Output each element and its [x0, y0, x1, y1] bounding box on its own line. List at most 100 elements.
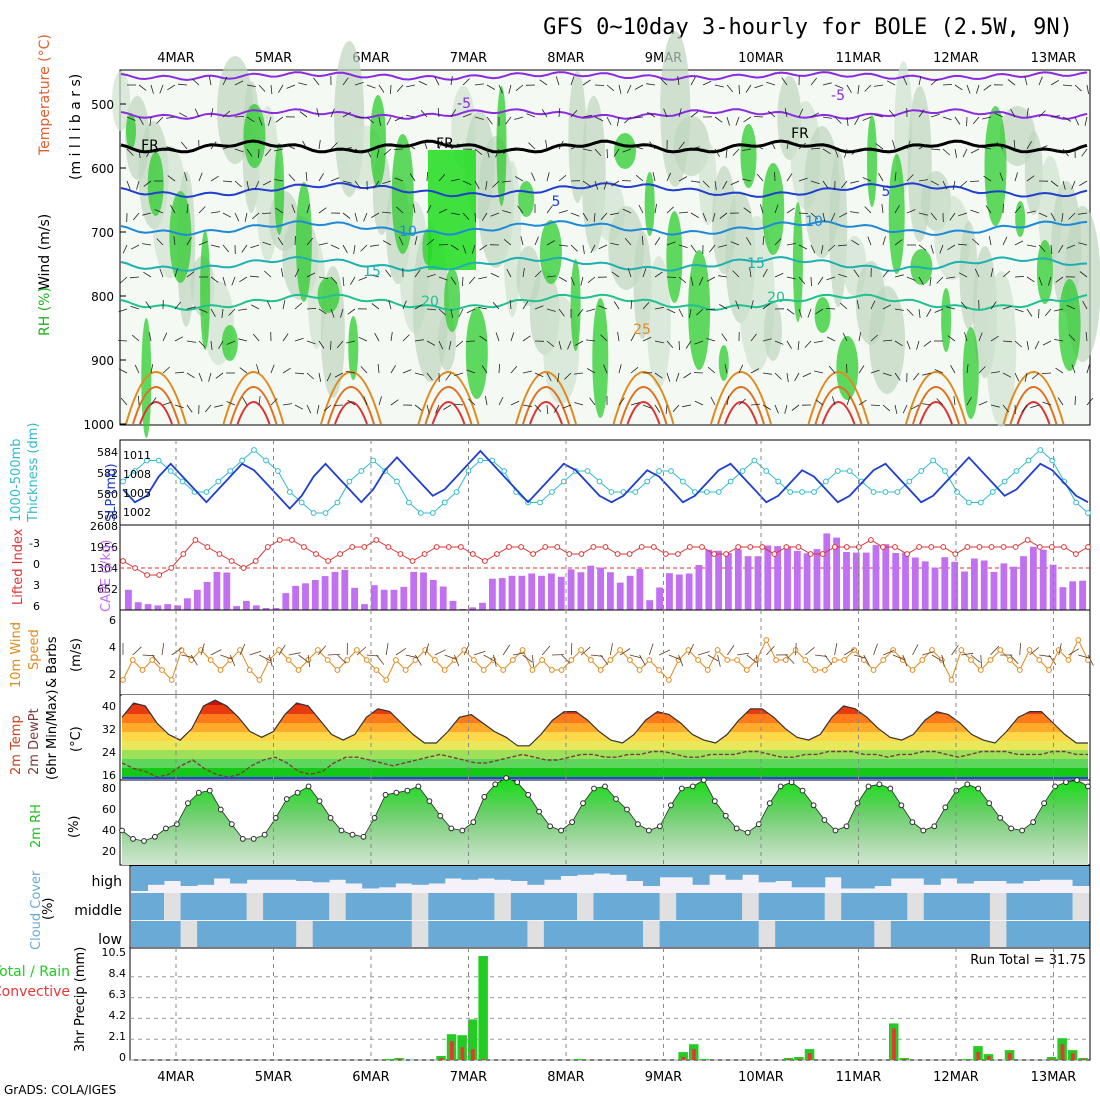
slp-tick: 1011 [123, 449, 151, 462]
rh-line-point [711, 798, 718, 804]
wind-barb [277, 237, 284, 246]
run-total: Run Total = 31.75 [970, 953, 1086, 968]
cloud-high-bar [411, 866, 429, 885]
wind-barb [874, 84, 884, 87]
wind-barb [210, 211, 220, 214]
wind-barb [234, 148, 244, 153]
slp-label: SLP (mb) [104, 463, 119, 522]
wind-barb [642, 404, 652, 409]
wind-barb [118, 308, 128, 313]
lifted-index-line-point [699, 544, 705, 550]
thickness-line-point [811, 489, 817, 495]
wind-barb [1048, 654, 1057, 666]
wind-barb [825, 308, 836, 310]
wind-barb [454, 654, 460, 667]
rh-line-point [920, 827, 927, 834]
wind-barb [606, 84, 615, 92]
cloud-middle-bar [378, 893, 396, 920]
wind-barb [660, 78, 668, 86]
wind-barb [371, 212, 380, 218]
wind-barb [726, 116, 730, 126]
wind-barb [798, 212, 809, 214]
wind-barb [1014, 205, 1022, 214]
temp-label-a: 2m Temp [9, 715, 24, 775]
lifted-index-line-point [771, 551, 778, 557]
cape-bar [184, 598, 191, 610]
rh-line-point [119, 827, 125, 834]
wind-barb [774, 340, 784, 345]
wind-barb [1057, 397, 1064, 406]
wind-barb [746, 654, 757, 663]
cloud-low-bar [857, 921, 875, 947]
wind-barb [198, 372, 203, 382]
rh-line-point [997, 815, 1004, 821]
wind-barb [294, 404, 304, 410]
wind-barb [762, 338, 772, 342]
wind-barb [690, 146, 700, 150]
wind-barb [363, 396, 368, 406]
wind-barb [438, 340, 444, 350]
wind-barb [506, 268, 512, 278]
cloud-high-bar [659, 866, 677, 878]
wind-barb [1042, 340, 1052, 346]
wind-barb [462, 113, 472, 118]
wind-barb [222, 276, 226, 286]
wind-barb [961, 652, 974, 656]
lifted-index-line-point [1012, 544, 1019, 550]
wind-barb [282, 300, 286, 310]
wind-barb [834, 148, 839, 158]
wind-barb [546, 340, 555, 348]
rh-line-point [141, 838, 147, 844]
wind-barb [630, 402, 640, 406]
cape-bar [370, 585, 378, 610]
wind-barb [222, 145, 232, 150]
rh-line-point [602, 783, 608, 790]
wind-barb [642, 336, 652, 342]
wind-barb [894, 205, 900, 214]
rh-moist-shade [962, 327, 979, 419]
cloud-low-bar [230, 921, 248, 947]
diurnal-contour [821, 401, 856, 425]
wind-barb [969, 180, 980, 182]
wind-barb [454, 372, 464, 376]
wind-barb [323, 404, 332, 412]
thickness-line-point [1085, 510, 1091, 516]
wind-barb [222, 244, 230, 253]
wind-barb [972, 116, 980, 125]
wind-barb [162, 366, 170, 374]
wind-barb [143, 271, 152, 278]
precip-tick: 2.1 [109, 1030, 127, 1043]
cloud-low-bar [775, 921, 793, 947]
cloud-middle-bar [230, 893, 248, 920]
wind-barb [618, 397, 625, 406]
wind-barb [970, 209, 980, 214]
diurnal-contour [522, 386, 570, 425]
wind-barb [840, 180, 848, 189]
cloud-low-bar [312, 921, 330, 947]
cape-bar [744, 556, 752, 610]
precip-convective-bar [902, 1059, 907, 1060]
rh-line-point [1052, 783, 1058, 790]
lifted-index-line-point [1000, 544, 1007, 550]
thickness-line-point [310, 510, 317, 516]
wind-barb [358, 336, 368, 342]
contour-label: 20 [767, 290, 785, 306]
rh-shade [869, 286, 906, 394]
rh-line-point [744, 829, 751, 836]
wind-speed-line-point [636, 667, 643, 673]
wind-barb [370, 244, 380, 247]
wind-barb [810, 180, 820, 185]
wind-barb [353, 244, 356, 254]
wind-barb [722, 180, 728, 190]
wind-barb [186, 372, 195, 379]
wind-barb [1055, 276, 1064, 283]
cloud-middle-bar [543, 893, 561, 920]
wind-barb [738, 364, 744, 374]
rh-line-point [250, 836, 257, 842]
wind-barb [149, 116, 152, 126]
precip-convective-bar [471, 1049, 475, 1060]
cape-bar [233, 606, 240, 610]
cloud-middle-bar [907, 893, 925, 920]
date-label-top: 7MAR [450, 51, 487, 66]
wind-barb [420, 110, 428, 118]
